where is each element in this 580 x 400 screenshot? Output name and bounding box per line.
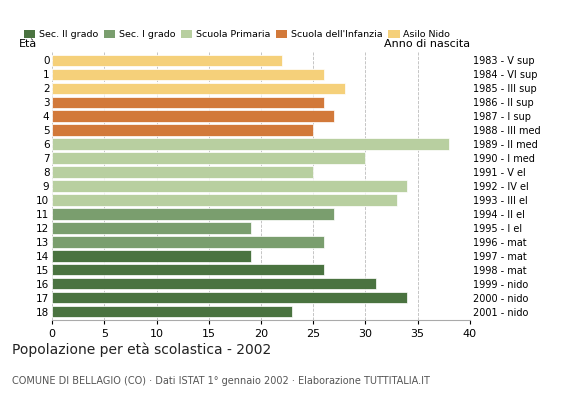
Bar: [52, 278, 376, 290]
Bar: [52, 152, 365, 164]
Bar: [52, 292, 407, 303]
Bar: [52, 166, 313, 178]
Bar: [52, 82, 345, 94]
Text: Età: Età: [19, 39, 37, 49]
Bar: [52, 110, 334, 122]
Bar: [52, 96, 324, 108]
Bar: [52, 222, 251, 234]
Bar: [52, 306, 292, 317]
Bar: [52, 69, 324, 80]
Bar: [52, 264, 324, 276]
Bar: [52, 55, 282, 66]
Bar: [52, 124, 313, 136]
Legend: Sec. II grado, Sec. I grado, Scuola Primaria, Scuola dell'Infanzia, Asilo Nido: Sec. II grado, Sec. I grado, Scuola Prim…: [24, 30, 450, 39]
Text: COMUNE DI BELLAGIO (CO) · Dati ISTAT 1° gennaio 2002 · Elaborazione TUTTITALIA.I: COMUNE DI BELLAGIO (CO) · Dati ISTAT 1° …: [12, 376, 429, 386]
Bar: [52, 208, 334, 220]
Bar: [52, 180, 407, 192]
Text: Popolazione per età scolastica - 2002: Popolazione per età scolastica - 2002: [12, 342, 271, 357]
Text: Anno di nascita: Anno di nascita: [384, 39, 470, 49]
Bar: [52, 250, 251, 262]
Bar: [52, 194, 397, 206]
Bar: [52, 138, 449, 150]
Bar: [52, 236, 324, 248]
